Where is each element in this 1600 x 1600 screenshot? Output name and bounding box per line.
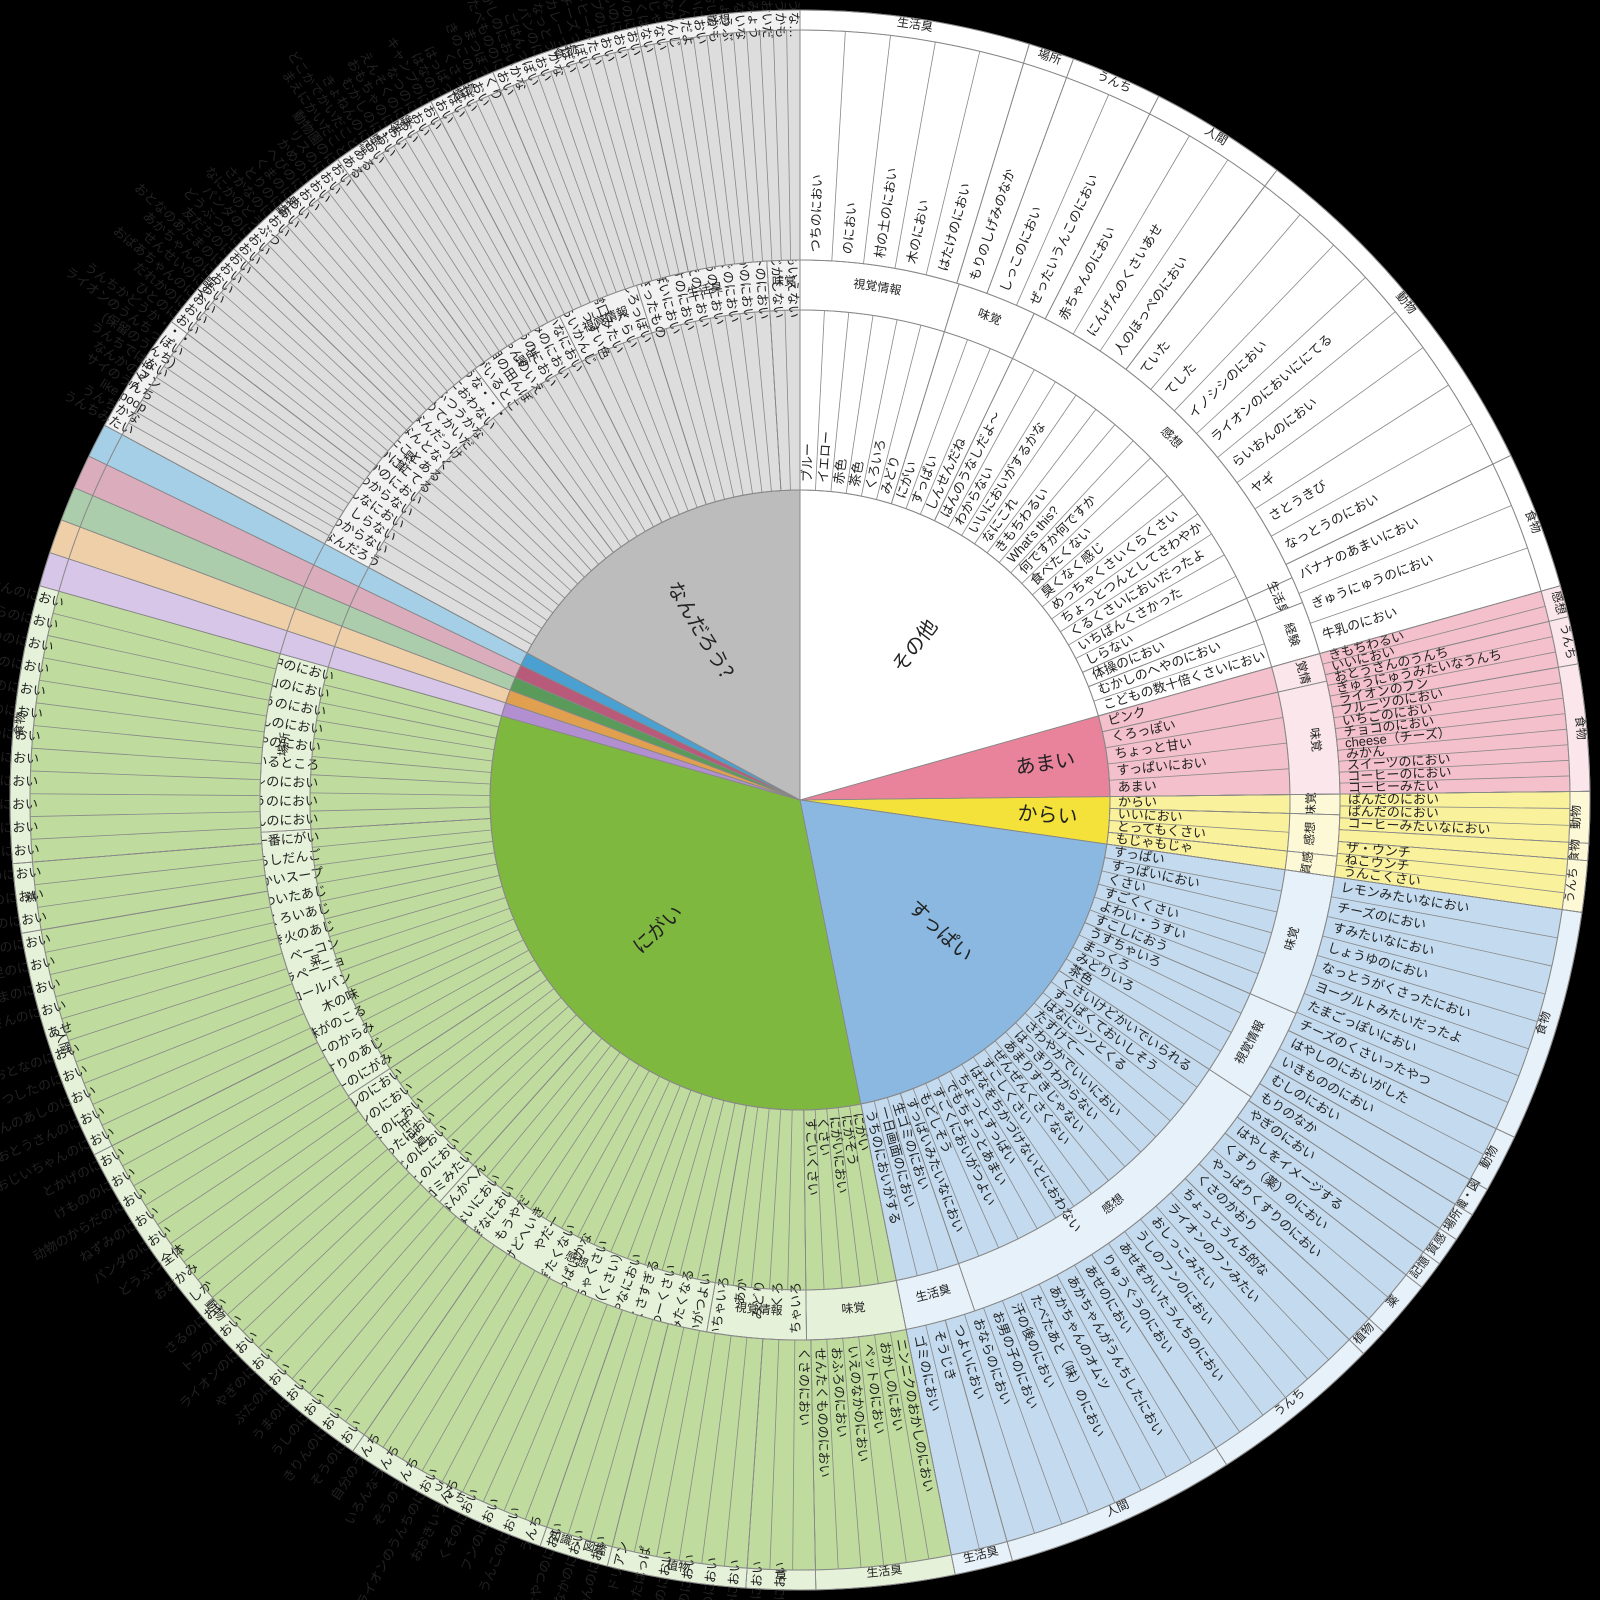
svg-text:ピーマンのにおい: ピーマンのにおい (0, 772, 38, 789)
svg-text:味覚: 味覚 (1304, 792, 1318, 816)
svg-text:みどり: みどり (749, 1280, 767, 1320)
svg-text:すごいくさい: すごいくさい (803, 1118, 820, 1196)
svg-text:くさいような…: くさいような… (786, 0, 802, 38)
svg-text:はっぱのにおい: はっぱのにおい (771, 1562, 788, 1600)
svg-text:あか: あか (732, 1278, 750, 1306)
svg-text:お茶のにおい: お茶のにおい (0, 819, 39, 837)
svg-text:動物: 動物 (1568, 805, 1583, 829)
sunburst-chart: その他あまいからいすっぱいにがいなんだろう？視覚情報ブルーイエロー赤色茶色くろい… (0, 0, 1600, 1600)
svg-text:くろ: くろ (769, 1281, 785, 1308)
svg-text:つちのにおい: つちのにおい (808, 174, 825, 252)
svg-text:やさいのにおい: やさいのにおい (0, 797, 38, 813)
svg-text:味覚: 味覚 (1307, 727, 1324, 753)
svg-text:味覚: 味覚 (841, 1300, 866, 1316)
svg-text:ブルー: ブルー (799, 443, 815, 482)
svg-text:赤色: 赤色 (831, 458, 849, 486)
svg-text:あまい: あまい (1117, 778, 1157, 794)
svg-text:からい: からい (1017, 803, 1078, 829)
svg-text:感想: 感想 (1301, 821, 1318, 846)
svg-text:くさのにおい: くさのにおい (796, 1348, 811, 1426)
svg-text:おいしそうかも: おいしそうかも (771, 0, 788, 38)
